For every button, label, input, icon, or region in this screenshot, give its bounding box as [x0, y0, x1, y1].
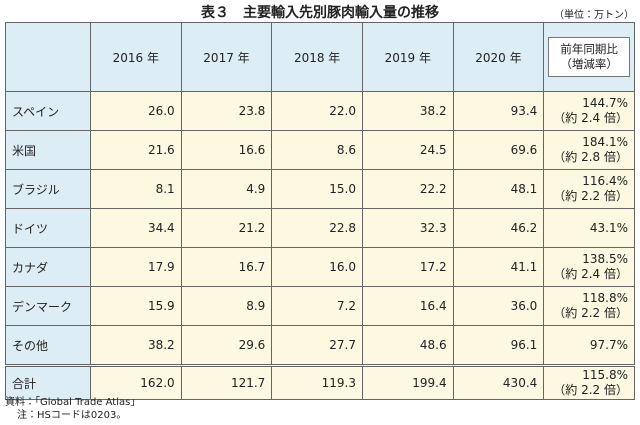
change-cell: 118.8% （約 2.2 倍） — [543, 286, 635, 326]
value-cell: 27.7 — [271, 325, 363, 366]
table-row: デンマーク 15.9 8.9 7.2 16.4 36.0 118.8% （約 2.2 倍） — [5, 286, 635, 326]
value-cell: 21.2 — [180, 208, 273, 248]
value-cell: 32.3 — [361, 208, 454, 248]
value-cell: 22.2 — [361, 169, 454, 209]
value-cell: 38.2 — [361, 91, 454, 131]
value-cell: 16.7 — [180, 247, 273, 287]
table-row: その他 38.2 29.6 27.7 48.6 96.1 97.7% — [5, 325, 635, 366]
column-header: 2016 年 — [90, 22, 182, 92]
change-header-line: 前年同期比 — [560, 42, 618, 56]
column-header: 2020 年 — [452, 22, 545, 92]
change-line: 138.5% — [582, 252, 628, 266]
change-line: 144.7% — [582, 96, 628, 110]
value-cell: 199.4 — [361, 364, 454, 400]
table-row: 米国 21.6 16.6 8.6 24.5 69.6 184.1% （約 2.8 倍） — [5, 130, 635, 170]
change-line: 118.8% — [582, 291, 628, 305]
change-cell: 43.1% — [543, 208, 635, 248]
change-line: （約 2.2 倍） — [553, 383, 628, 397]
change-cell: 115.8% （約 2.2 倍） — [543, 364, 635, 400]
change-line: 43.1% — [589, 220, 628, 235]
change-header: 前年同期比 （増減率） — [543, 22, 635, 92]
row-label: ドイツ — [5, 208, 91, 248]
change-cell: 144.7% （約 2.4 倍） — [543, 91, 635, 131]
value-cell: 48.6 — [361, 325, 454, 366]
column-header: 2018 年 — [271, 22, 363, 92]
import-table: 2016 年 2017 年 2018 年 2019 年 2020 年前年同期比 （増減率）… — [5, 22, 635, 400]
change-header-line: （増減率） — [560, 57, 618, 71]
value-cell: 36.0 — [452, 286, 545, 326]
change-line: （約 2.4 倍） — [553, 267, 628, 281]
value-cell: 16.4 — [361, 286, 454, 326]
notes: 資料：「Global Trade Atlas」 注：HSコードは0203。 — [5, 396, 140, 422]
row-label: 合計 — [5, 364, 91, 400]
table-row: ドイツ 34.4 21.2 22.8 32.3 46.2 43.1% — [5, 208, 635, 248]
column-header: 2017 年 — [180, 22, 273, 92]
value-cell: 34.4 — [90, 208, 182, 248]
table-row: カナダ 17.9 16.7 16.0 17.2 41.1 138.5% （約 2.4 倍） — [5, 247, 635, 287]
value-cell: 17.2 — [361, 247, 454, 287]
change-line: （約 2.4 倍） — [553, 111, 628, 125]
value-cell: 15.0 — [271, 169, 363, 209]
row-label: ブラジル — [5, 169, 91, 209]
row-label: スペイン — [5, 91, 91, 131]
value-cell: 23.8 — [180, 91, 273, 131]
row-label: カナダ — [5, 247, 91, 287]
value-cell: 162.0 — [90, 364, 182, 400]
title: 表３ 主要輸入先別豚肉輸入量の推移 — [201, 5, 439, 21]
change-line: （約 2.8 倍） — [553, 150, 628, 164]
corner-cell — [5, 22, 91, 92]
value-cell: 8.6 — [271, 130, 363, 170]
value-cell: 15.9 — [90, 286, 182, 326]
value-cell: 38.2 — [90, 325, 182, 366]
value-cell: 7.2 — [271, 286, 363, 326]
value-cell: 430.4 — [452, 364, 545, 400]
unit: （単位：万トン） — [554, 10, 634, 21]
value-cell: 22.0 — [271, 91, 363, 131]
value-cell: 24.5 — [361, 130, 454, 170]
change-cell: 138.5% （約 2.4 倍） — [543, 247, 635, 287]
table-row: 合計 162.0 121.7 119.3 199.4 430.4 115.8% （約 2.2 … — [5, 364, 635, 400]
value-cell: 69.6 — [452, 130, 545, 170]
value-cell: 119.3 — [271, 364, 363, 400]
value-cell: 96.1 — [452, 325, 545, 366]
value-cell: 16.0 — [271, 247, 363, 287]
change-line: （約 2.2 倍） — [553, 306, 628, 320]
value-cell: 8.1 — [90, 169, 182, 209]
change-cell: 184.1% （約 2.8 倍） — [543, 130, 635, 170]
value-cell: 46.2 — [452, 208, 545, 248]
value-cell: 48.1 — [452, 169, 545, 209]
change-line: 115.8% — [582, 368, 628, 382]
note: 資料：「Global Trade Atlas」 — [5, 397, 141, 408]
column-header: 2019 年 — [361, 22, 454, 92]
change-cell: 116.4% （約 2.2 倍） — [543, 169, 635, 209]
value-cell: 4.9 — [180, 169, 273, 209]
value-cell: 21.6 — [90, 130, 182, 170]
value-cell: 16.6 — [180, 130, 273, 170]
value-cell: 17.9 — [90, 247, 182, 287]
value-cell: 29.6 — [180, 325, 273, 366]
table-row: スペイン 26.0 23.8 22.0 38.2 93.4 144.7% （約 2.4 倍） — [5, 91, 635, 131]
value-cell: 93.4 — [452, 91, 545, 131]
value-cell: 41.1 — [452, 247, 545, 287]
change-line: 97.7% — [589, 337, 628, 352]
row-label: デンマーク — [5, 286, 91, 326]
change-header-box: 前年同期比 （増減率） — [548, 37, 630, 77]
note: 注：HSコードは0203。 — [17, 410, 127, 421]
value-cell: 22.8 — [271, 208, 363, 248]
table-row: ブラジル 8.1 4.9 15.0 22.2 48.1 116.4% （約 2.2 倍） — [5, 169, 635, 209]
header-row: 2016 年 2017 年 2018 年 2019 年 2020 年前年同期比 （増減率） — [5, 22, 635, 92]
change-line: 116.4% — [582, 174, 628, 188]
row-label: 米国 — [5, 130, 91, 170]
row-label: その他 — [5, 325, 91, 366]
change-line: （約 2.2 倍） — [553, 189, 628, 203]
change-line: 184.1% — [582, 135, 628, 149]
value-cell: 8.9 — [180, 286, 273, 326]
value-cell: 26.0 — [90, 91, 182, 131]
change-cell: 97.7% — [543, 325, 635, 366]
value-cell: 121.7 — [180, 364, 273, 400]
